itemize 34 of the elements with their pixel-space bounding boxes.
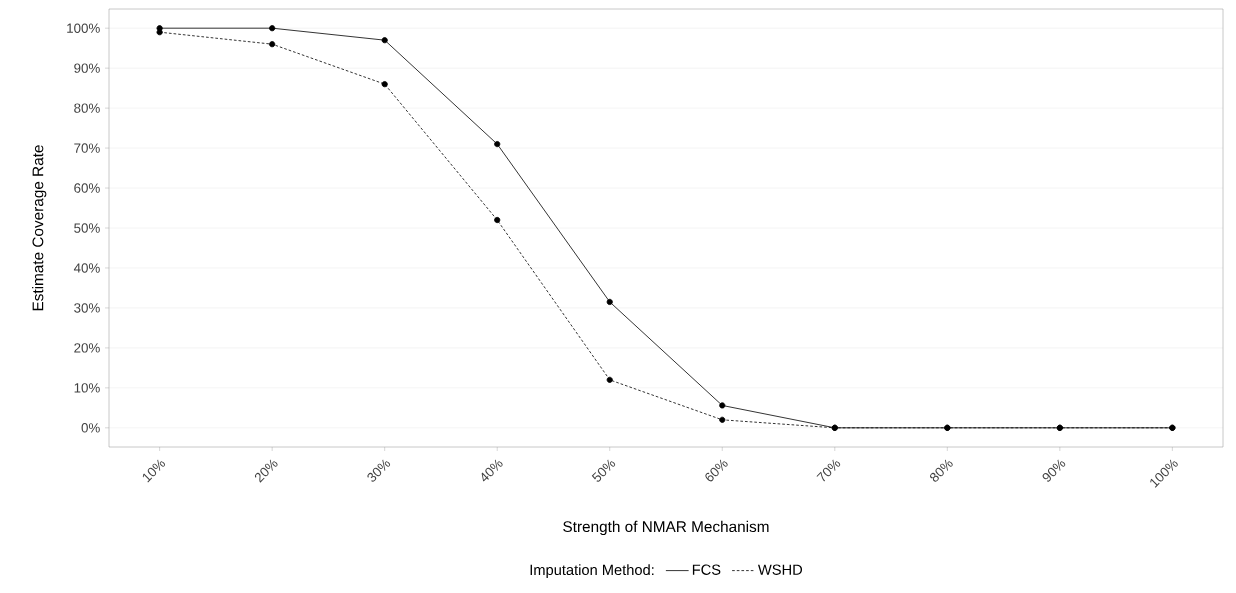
y-tick-label: 20% (74, 343, 100, 353)
x-axis-title: Strength of NMAR Mechanism (563, 520, 769, 536)
y-axis-title: Estimate Coverage Rate (32, 145, 47, 311)
y-tick-label: 40% (73, 263, 100, 273)
legend-label: WSHD (758, 564, 803, 575)
point (269, 25, 276, 32)
y-tick-label: 90% (74, 63, 100, 73)
point (494, 141, 501, 148)
y-tick-label: 80% (74, 103, 100, 113)
x-tick-label: 80% (930, 459, 953, 482)
y-tick-label: 100% (67, 23, 100, 33)
x-tick-label: 60% (705, 459, 728, 482)
point (606, 376, 613, 383)
x-tick-label: 70% (816, 459, 841, 482)
y-tick-label: 10% (74, 383, 100, 393)
x-tick-label: 90% (1042, 459, 1066, 482)
legend-label: FCS (692, 564, 721, 575)
point (719, 402, 726, 409)
point (156, 29, 163, 36)
y-tick-label: 70% (74, 143, 100, 153)
y-tick-label: 60% (74, 183, 100, 193)
x-tick-label: 30% (367, 459, 391, 482)
point (381, 81, 388, 88)
y-tick-label: 30% (74, 303, 100, 313)
point (381, 37, 388, 44)
x-tick-label: 50% (591, 459, 616, 482)
x-tick-label: 40% (481, 459, 503, 482)
point (606, 298, 613, 305)
legend-title: Imputation Method: (530, 564, 654, 578)
point (494, 216, 501, 224)
y-tick-label: 50% (74, 223, 100, 233)
point (719, 416, 726, 423)
y-tick-label: 0% (81, 423, 100, 433)
point (269, 41, 276, 48)
